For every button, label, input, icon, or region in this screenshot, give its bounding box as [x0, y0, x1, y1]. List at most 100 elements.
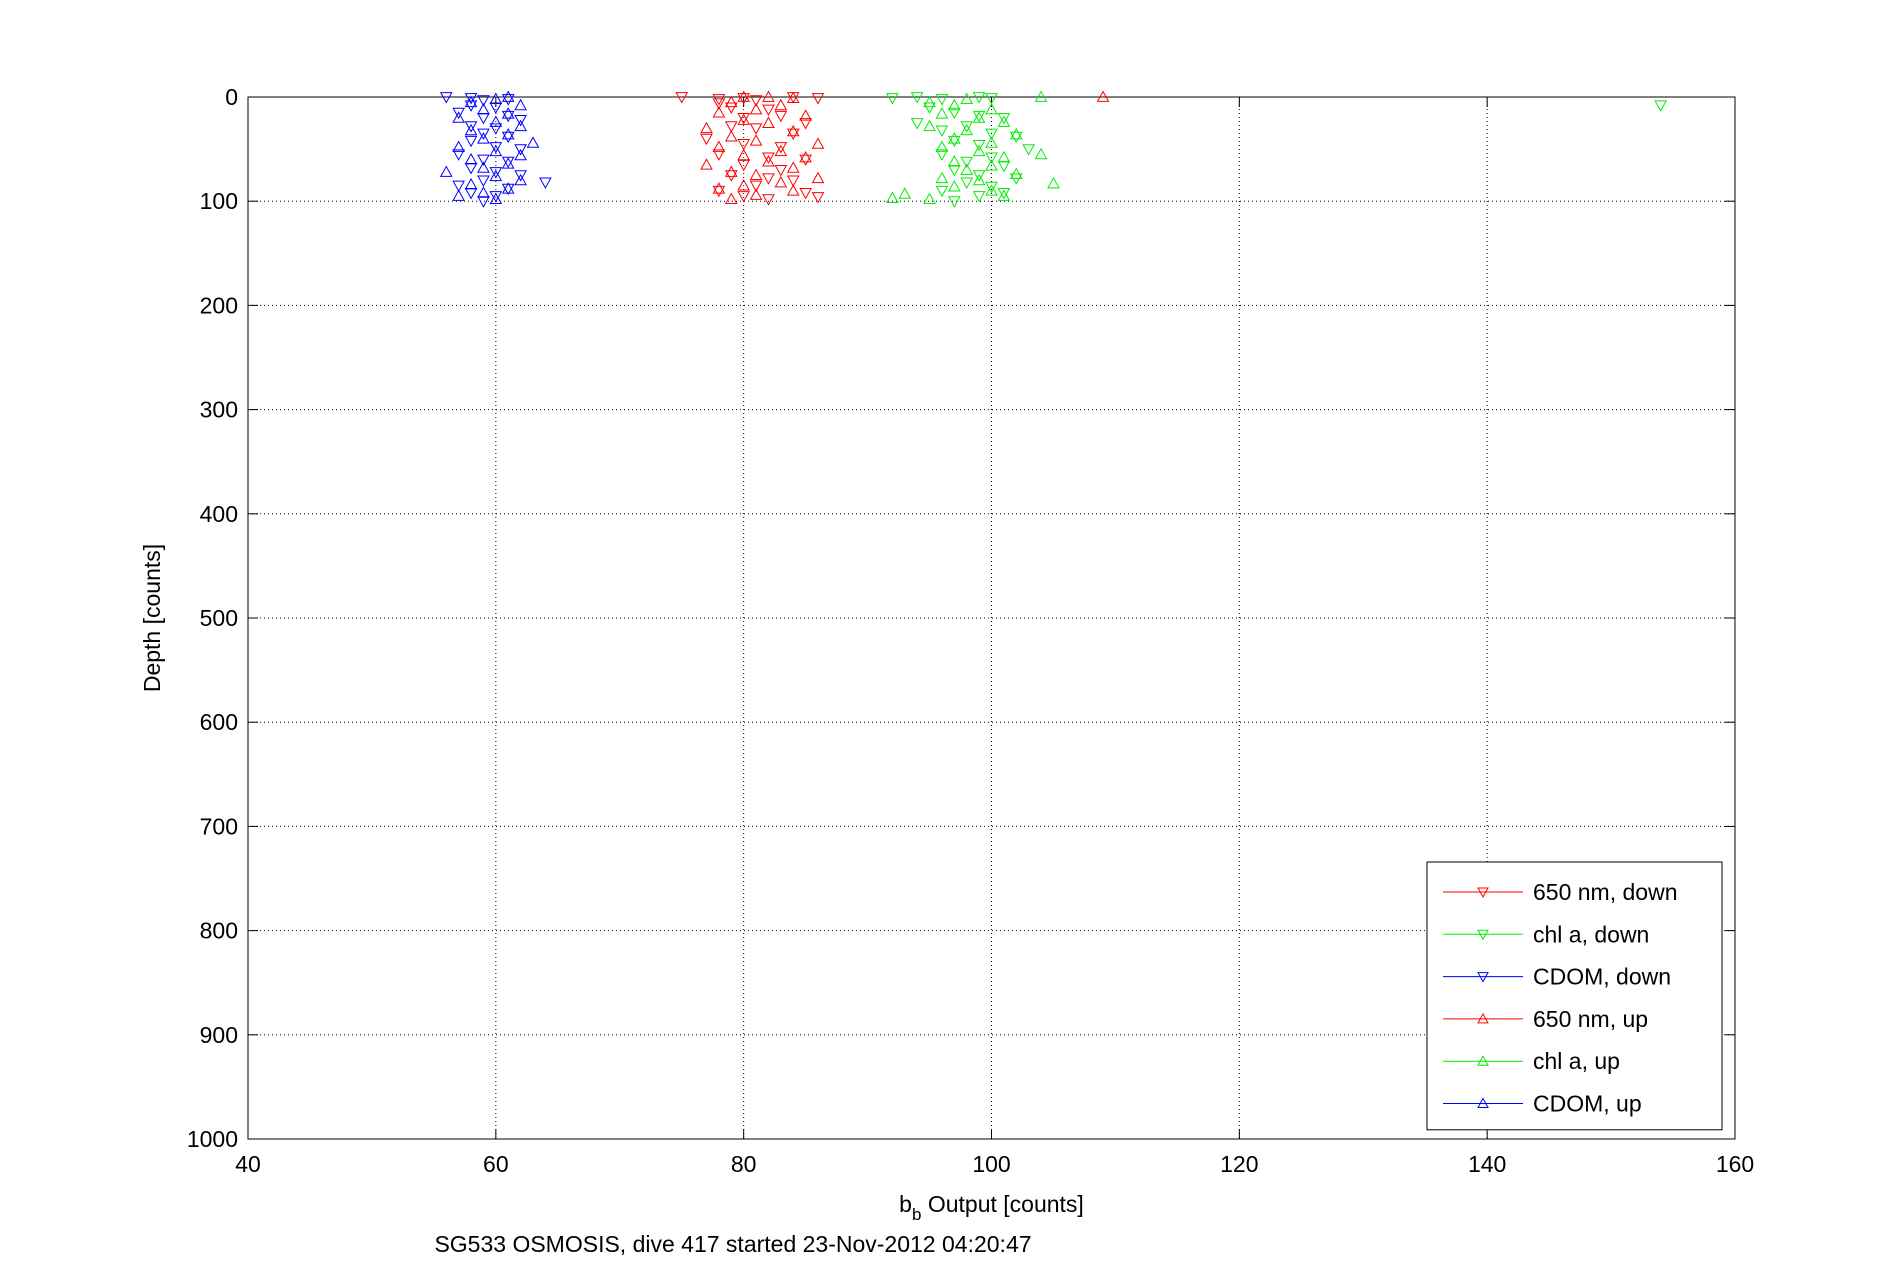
data-point: [675, 92, 689, 104]
legend-box: [1426, 861, 1723, 1131]
data-point: [749, 188, 763, 200]
x-tick-label: 120: [1220, 1151, 1258, 1177]
data-point: [477, 175, 490, 187]
data-point: [526, 136, 540, 148]
series-cdom-up: [439, 90, 540, 205]
data-point: [464, 187, 478, 200]
data-point: [749, 168, 763, 181]
ticks: 40 60 80 100 120 140 160 0 100 200 300 400 500 600 700…: [187, 84, 1754, 1177]
data-point: [811, 192, 825, 204]
data-point: [1009, 167, 1023, 180]
y-tick-label: 400: [200, 501, 238, 527]
data-point: [514, 148, 527, 161]
data-point: [749, 134, 763, 146]
x-axis-label: bb Output [counts]: [899, 1191, 1084, 1224]
data-point: [985, 102, 998, 115]
x-tick-label: 40: [235, 1151, 261, 1177]
data-marks: [439, 90, 1667, 208]
data-point: [786, 161, 800, 173]
data-point: [947, 98, 961, 111]
data-point: [960, 156, 974, 169]
data-point: [774, 110, 788, 123]
data-point: [464, 177, 478, 190]
data-point: [786, 91, 800, 103]
x-axis-label-main: b: [899, 1191, 912, 1217]
data-point: [786, 184, 800, 196]
data-point: [477, 128, 490, 140]
data-point: [464, 95, 478, 108]
data-point: [997, 187, 1011, 200]
data-point: [935, 94, 949, 106]
data-point: [1034, 147, 1048, 160]
data-point: [452, 149, 466, 161]
data-point: [947, 155, 961, 167]
data-point: [501, 131, 515, 144]
y-tick-label: 200: [200, 292, 238, 318]
data-point: [985, 184, 998, 196]
data-point: [724, 165, 738, 177]
data-point: [762, 104, 775, 117]
data-point: [477, 154, 490, 167]
data-point: [985, 128, 998, 140]
data-point: [985, 181, 998, 194]
data-point: [724, 130, 738, 142]
data-point: [737, 113, 751, 125]
data-point: [501, 182, 515, 194]
x-tick-label: 100: [972, 1151, 1010, 1177]
series-650-nm-up: [700, 90, 1110, 205]
data-point: [1654, 100, 1667, 112]
data-point: [997, 115, 1011, 127]
data-point: [972, 144, 986, 157]
y-tick-label: 300: [200, 397, 238, 423]
data-point: [489, 123, 503, 135]
y-tick-label: 800: [200, 918, 238, 944]
data-point: [960, 92, 974, 104]
data-point: [786, 175, 800, 187]
data-point: [477, 95, 490, 107]
data-point: [774, 98, 788, 111]
data-point: [935, 171, 949, 184]
data-point: [997, 112, 1011, 125]
legend-label: 650 nm, down: [1533, 879, 1677, 905]
data-point: [947, 165, 961, 177]
data-point: [749, 123, 763, 135]
data-point: [439, 165, 453, 177]
data-point: [464, 100, 478, 112]
data-point: [489, 169, 503, 182]
data-point: [489, 191, 503, 203]
data-point: [935, 149, 949, 161]
data-point: [477, 102, 490, 115]
data-point: [452, 189, 466, 201]
data-point: [910, 92, 924, 104]
data-point: [477, 112, 490, 125]
data-point: [923, 192, 936, 205]
legend-marker: [1477, 1055, 1489, 1066]
data-point: [464, 93, 478, 105]
data-point: [898, 187, 912, 199]
x-tick-label: 60: [483, 1151, 509, 1177]
data-point: [762, 194, 775, 206]
data-point: [811, 137, 825, 149]
x-axis-label-sub: b: [912, 1205, 921, 1224]
y-tick-label: 0: [225, 84, 238, 110]
data-point: [477, 196, 490, 208]
data-point: [947, 132, 961, 144]
legend-marker: [1477, 972, 1489, 983]
data-point: [947, 107, 961, 120]
data-point: [935, 125, 949, 137]
data-point: [452, 140, 466, 152]
data-point: [489, 115, 503, 127]
legend-label: CDOM, down: [1533, 964, 1671, 990]
data-point: [489, 167, 503, 179]
data-point: [972, 92, 986, 104]
data-point: [811, 93, 825, 105]
data-point: [489, 92, 503, 104]
data-point: [886, 93, 899, 105]
data-point: [762, 152, 775, 164]
data-point: [514, 144, 527, 156]
data-point: [712, 140, 726, 152]
data-point: [724, 170, 738, 182]
data-point: [737, 159, 751, 172]
data-point: [985, 159, 998, 171]
